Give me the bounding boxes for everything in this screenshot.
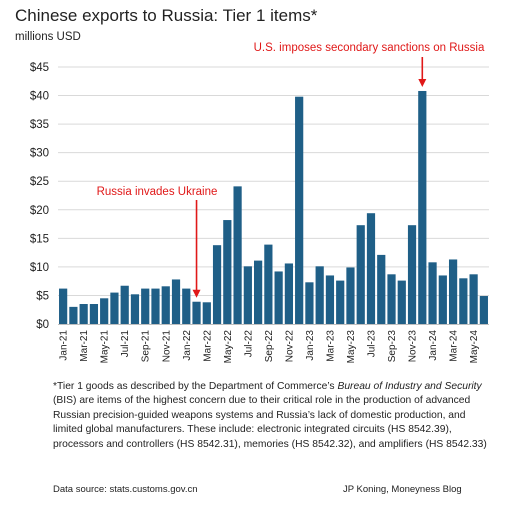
bar	[59, 288, 68, 324]
chart-subtitle: millions USD	[15, 31, 81, 43]
footnote-body: (BIS) are items of the highest concern d…	[53, 395, 487, 450]
bar	[141, 288, 150, 324]
x-tick-label: Sep-23	[387, 330, 398, 363]
bar	[120, 285, 129, 324]
bar	[305, 282, 314, 324]
annotation-label: U.S. imposes secondary sanctions on Russ…	[254, 42, 485, 54]
annotation-arrowhead	[418, 78, 427, 87]
x-tick-label: Mar-24	[449, 330, 460, 362]
x-tick-label: Jan-22	[182, 330, 193, 361]
x-tick-label: Nov-23	[408, 330, 419, 363]
bar	[69, 306, 78, 324]
x-tick-label: Mar-21	[79, 330, 90, 362]
bar	[356, 225, 365, 324]
bar	[151, 288, 160, 324]
bar	[264, 244, 273, 324]
bar	[243, 266, 252, 324]
footnote-intro: *Tier 1 goods as described by the Depart…	[53, 381, 338, 392]
bar	[171, 279, 181, 324]
bar	[274, 271, 283, 324]
x-tick-label: Sep-21	[141, 330, 152, 363]
chart-plot: $0 $5 $10 $15 $20 $25 $30 $35 $40 $45 Jan-21 Mar-21…	[30, 42, 489, 364]
annotation-arrowhead	[192, 289, 201, 298]
bar	[387, 274, 396, 324]
bar	[223, 220, 232, 324]
bar	[448, 259, 458, 324]
y-tick-label: $15	[30, 233, 49, 245]
x-tick-label: Jul-21	[120, 330, 131, 358]
bar	[407, 225, 417, 324]
y-tick-label: $10	[30, 262, 49, 274]
y-tick-label: $35	[30, 119, 49, 131]
x-tick-label: Jul-22	[243, 330, 254, 358]
x-tick-label: May-22	[223, 330, 234, 364]
y-tick-label: $40	[30, 91, 49, 103]
x-tick-label: May-23	[346, 330, 357, 364]
x-tick-label: Sep-22	[264, 330, 275, 363]
x-tick-label: Nov-22	[284, 330, 295, 363]
bar	[336, 280, 345, 324]
bar	[479, 296, 488, 324]
bar	[233, 186, 242, 324]
x-tick-label: Mar-22	[202, 330, 213, 362]
bar	[79, 304, 88, 324]
footnote: *Tier 1 goods as described by the Depart…	[53, 380, 493, 452]
bar	[459, 278, 468, 324]
bar	[418, 90, 427, 324]
footnote-agency: Bureau of Industry and Security	[337, 381, 482, 392]
bar	[254, 260, 263, 324]
y-tick-label: $30	[30, 148, 49, 160]
x-tick-label: Mar-23	[325, 330, 336, 362]
y-tick-label: $0	[36, 319, 49, 331]
x-tick-label: Jan-21	[59, 330, 70, 361]
x-tick-label: May-24	[469, 330, 480, 364]
bar	[182, 288, 191, 324]
y-tick-label: $25	[30, 176, 49, 188]
x-tick-label: Jul-23	[366, 330, 377, 358]
bar	[325, 275, 335, 324]
bar	[346, 267, 355, 324]
x-tick-label: Jan-24	[428, 330, 439, 361]
data-source: Data source: stats.customs.gov.cn	[53, 484, 198, 495]
bar	[212, 245, 222, 324]
bar	[284, 263, 293, 324]
bar	[438, 275, 447, 324]
x-tick-label: Jan-23	[305, 330, 316, 361]
author-credit: JP Koning, Moneyness Blog	[343, 484, 462, 495]
bar	[428, 262, 437, 324]
bar	[315, 266, 324, 324]
bar	[192, 301, 201, 324]
bar	[366, 213, 376, 324]
y-tick-label: $45	[30, 62, 49, 74]
annotation-label: Russia invades Ukraine	[97, 186, 218, 198]
bar	[100, 298, 109, 324]
bar	[202, 302, 211, 324]
bar	[397, 280, 406, 324]
bar	[161, 286, 170, 324]
chart-title: Chinese exports to Russia: Tier 1 items*	[15, 6, 318, 25]
bar	[469, 274, 478, 324]
x-tick-label: May-21	[100, 330, 111, 364]
y-tick-label: $5	[36, 290, 49, 302]
bar	[130, 294, 140, 324]
bar	[110, 292, 119, 324]
bar	[295, 96, 304, 324]
bar	[377, 254, 386, 324]
x-tick-label: Nov-21	[161, 330, 172, 363]
y-tick-label: $20	[30, 205, 49, 217]
bar	[89, 304, 99, 324]
